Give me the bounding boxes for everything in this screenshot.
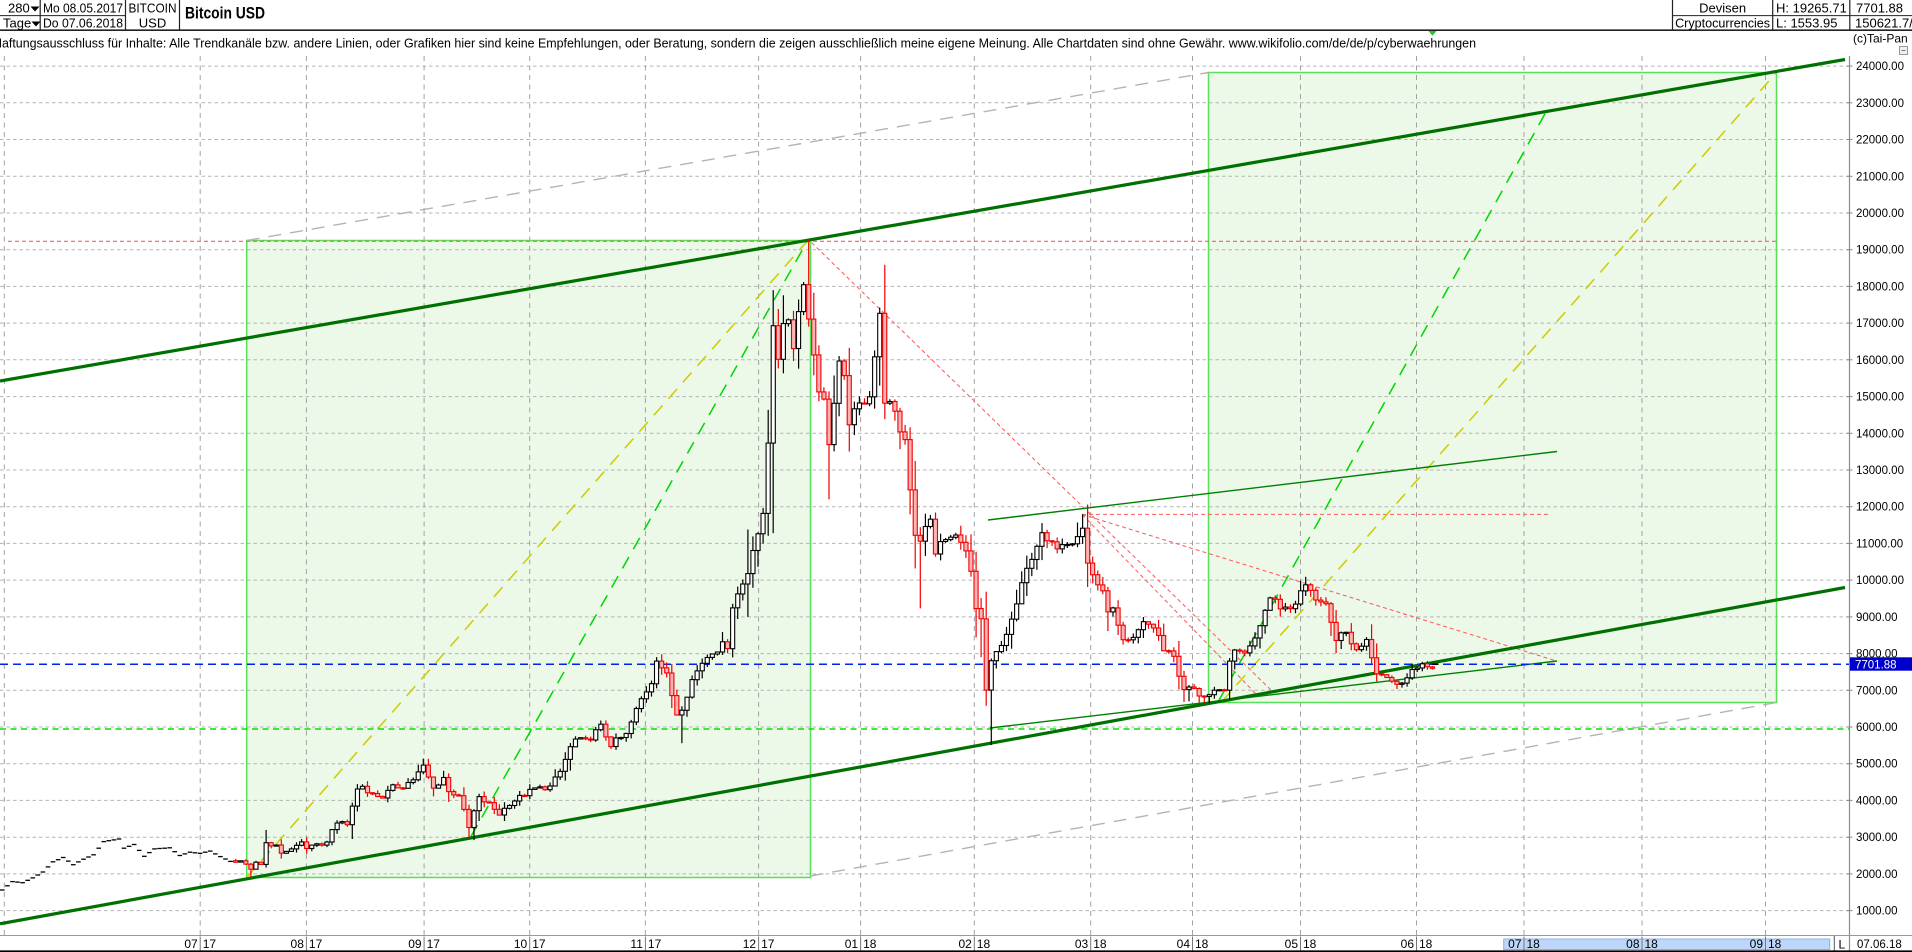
svg-text:11: 11 bbox=[630, 937, 643, 951]
svg-text:H: 19265.71: H: 19265.71 bbox=[1776, 1, 1847, 16]
svg-text:18: 18 bbox=[977, 937, 991, 951]
svg-text:9000.00: 9000.00 bbox=[1856, 612, 1898, 624]
svg-text:Bitcoin USD: Bitcoin USD bbox=[185, 5, 265, 23]
svg-text:7701.88: 7701.88 bbox=[1856, 1, 1903, 16]
svg-text:2000.00: 2000.00 bbox=[1856, 869, 1898, 881]
svg-text:17: 17 bbox=[427, 937, 441, 951]
svg-text:02: 02 bbox=[958, 937, 972, 951]
svg-text:USD: USD bbox=[139, 16, 166, 31]
svg-text:18: 18 bbox=[1195, 937, 1209, 951]
svg-text:01: 01 bbox=[845, 937, 859, 951]
svg-text:Devisen: Devisen bbox=[1699, 1, 1746, 16]
svg-text:Tage: Tage bbox=[3, 16, 31, 31]
svg-text:18: 18 bbox=[1419, 937, 1433, 951]
svg-text:18: 18 bbox=[1093, 937, 1107, 951]
svg-text:(c)Tai-Pan: (c)Tai-Pan bbox=[1853, 32, 1908, 46]
svg-text:Haftungsausschluss für Inhalte: Haftungsausschluss für Inhalte: Alle Tre… bbox=[0, 36, 1476, 51]
svg-text:17: 17 bbox=[203, 937, 217, 951]
svg-text:13000.00: 13000.00 bbox=[1856, 465, 1904, 477]
svg-text:3000.00: 3000.00 bbox=[1856, 832, 1898, 844]
svg-text:16000.00: 16000.00 bbox=[1856, 355, 1904, 367]
svg-text:12000.00: 12000.00 bbox=[1856, 502, 1904, 514]
svg-text:08: 08 bbox=[291, 937, 305, 951]
svg-text:18: 18 bbox=[1303, 937, 1317, 951]
svg-text:L: L bbox=[1838, 938, 1845, 952]
svg-text:150621.7/: 150621.7/ bbox=[1855, 16, 1912, 31]
svg-text:24000.00: 24000.00 bbox=[1856, 61, 1904, 73]
svg-text:18: 18 bbox=[863, 937, 877, 951]
svg-text:L: 1553.95: L: 1553.95 bbox=[1776, 16, 1837, 31]
svg-text:07: 07 bbox=[1508, 937, 1522, 951]
svg-text:7000.00: 7000.00 bbox=[1856, 685, 1898, 697]
svg-text:17: 17 bbox=[648, 937, 662, 951]
svg-text:Cryptocurrencies: Cryptocurrencies bbox=[1675, 16, 1770, 31]
svg-text:15000.00: 15000.00 bbox=[1856, 392, 1904, 404]
svg-text:07.06.18: 07.06.18 bbox=[1857, 939, 1902, 951]
svg-text:6000.00: 6000.00 bbox=[1856, 722, 1898, 734]
svg-text:18: 18 bbox=[1768, 937, 1782, 951]
svg-text:06: 06 bbox=[1401, 937, 1415, 951]
svg-text:18: 18 bbox=[1645, 937, 1659, 951]
svg-text:17000.00: 17000.00 bbox=[1856, 318, 1904, 330]
svg-text:4000.00: 4000.00 bbox=[1856, 795, 1898, 807]
svg-text:10: 10 bbox=[514, 937, 528, 951]
svg-text:03: 03 bbox=[1075, 937, 1089, 951]
svg-text:7701.88: 7701.88 bbox=[1855, 659, 1897, 671]
svg-text:17: 17 bbox=[761, 937, 775, 951]
svg-text:1000.00: 1000.00 bbox=[1856, 906, 1898, 918]
svg-text:23000.00: 23000.00 bbox=[1856, 98, 1904, 110]
svg-text:14000.00: 14000.00 bbox=[1856, 428, 1904, 440]
svg-text:12: 12 bbox=[743, 937, 757, 951]
svg-text:04: 04 bbox=[1177, 937, 1191, 951]
svg-text:07: 07 bbox=[184, 937, 198, 951]
svg-text:11000.00: 11000.00 bbox=[1856, 538, 1903, 550]
svg-text:21000.00: 21000.00 bbox=[1856, 171, 1904, 183]
svg-text:09: 09 bbox=[1750, 937, 1764, 951]
svg-text:17: 17 bbox=[309, 937, 323, 951]
svg-text:19000.00: 19000.00 bbox=[1856, 245, 1904, 257]
svg-text:09: 09 bbox=[408, 937, 422, 951]
svg-text:Do 07.06.2018: Do 07.06.2018 bbox=[43, 16, 123, 31]
svg-text:BITCOIN: BITCOIN bbox=[129, 1, 177, 16]
svg-text:05: 05 bbox=[1285, 937, 1299, 951]
svg-text:280: 280 bbox=[8, 1, 30, 16]
svg-text:18: 18 bbox=[1527, 937, 1541, 951]
svg-text:22000.00: 22000.00 bbox=[1856, 135, 1904, 147]
svg-text:17: 17 bbox=[532, 937, 546, 951]
svg-text:5000.00: 5000.00 bbox=[1856, 759, 1898, 771]
svg-text:18000.00: 18000.00 bbox=[1856, 281, 1904, 293]
svg-text:08: 08 bbox=[1626, 937, 1640, 951]
svg-text:Mo 08.05.2017: Mo 08.05.2017 bbox=[43, 1, 123, 16]
svg-text:10000.00: 10000.00 bbox=[1856, 575, 1904, 587]
svg-text:20000.00: 20000.00 bbox=[1856, 208, 1904, 220]
